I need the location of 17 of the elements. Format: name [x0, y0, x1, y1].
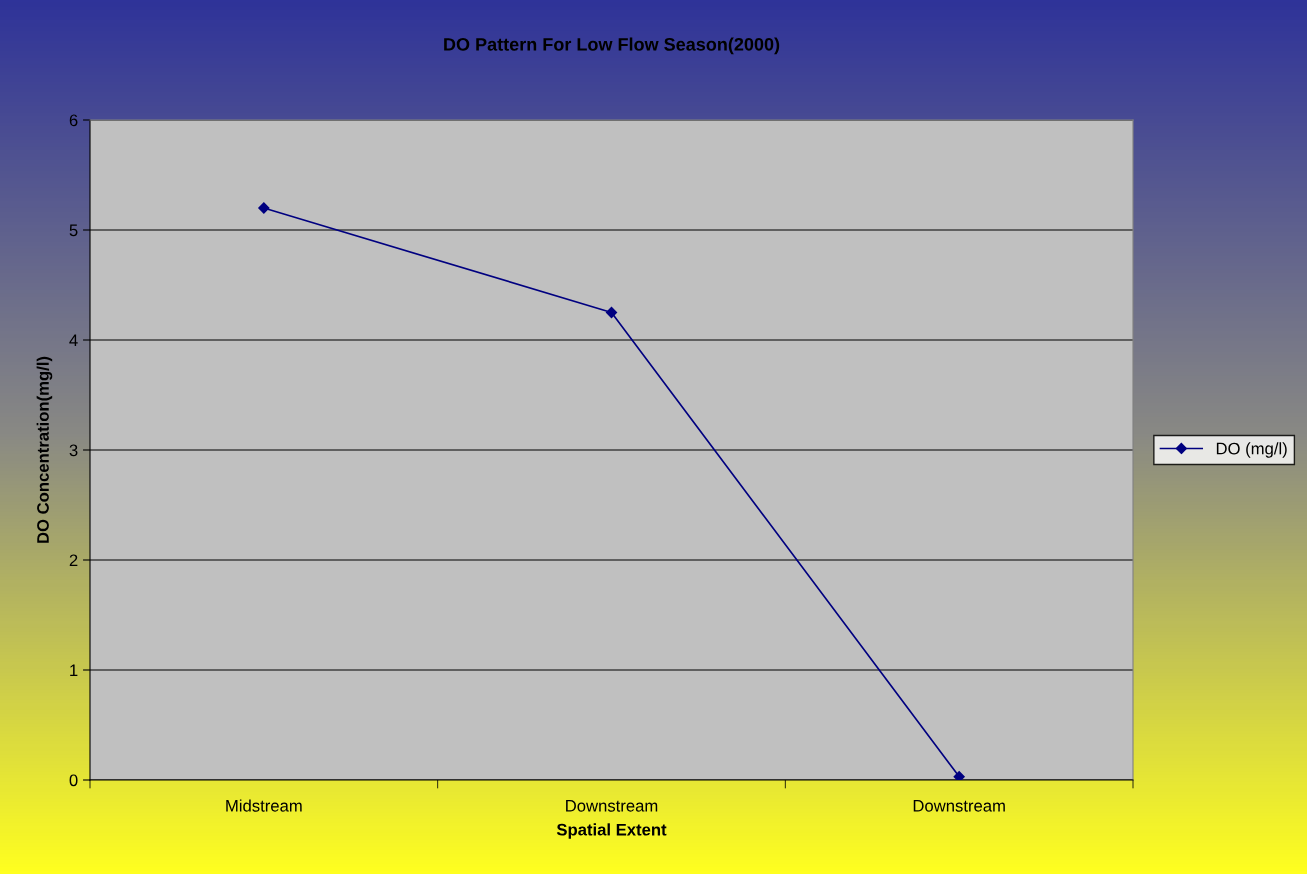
y-tick-label: 1 [70, 664, 78, 677]
chart-title: DO Pattern For Low Flow Season(2000) [444, 37, 780, 55]
y-tick-label: 5 [69, 224, 78, 237]
point [953, 771, 965, 780]
x-axis-title: Spatial Extent [556, 823, 667, 839]
y-tick-label: 2 [69, 554, 78, 567]
y-tick-label: 4 [69, 334, 78, 347]
legend-label: DO (mg/l) [1216, 442, 1287, 458]
point [605, 306, 618, 319]
y-tick-label: 0 [69, 774, 78, 787]
y-tick-label: 6 [69, 114, 78, 127]
x-tick-label: Midstream [226, 799, 302, 812]
x-tick-label: Downstream [913, 800, 1005, 812]
point [258, 202, 270, 214]
y-axis-title: DO Concentration(mg/l) [36, 356, 53, 543]
x-tick-label: Downstream [566, 800, 658, 812]
y-tick-label: 3 [69, 444, 78, 457]
